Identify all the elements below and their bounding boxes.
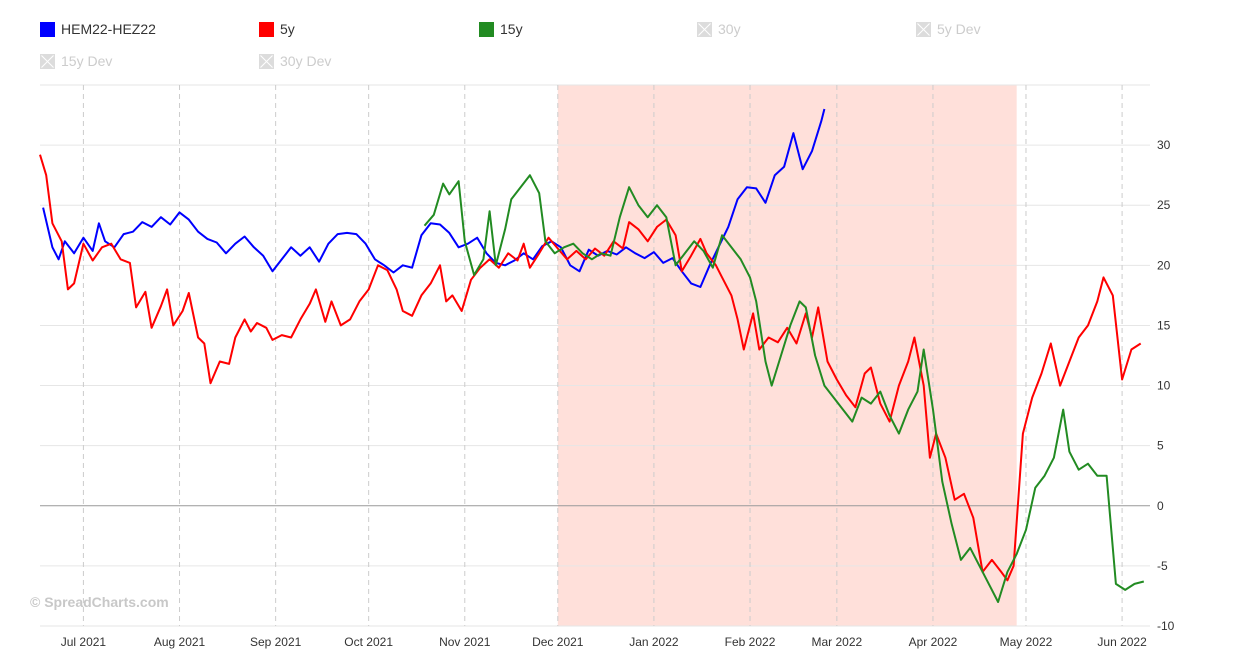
y-tick-label: 20 bbox=[1157, 258, 1171, 272]
y-tick-label: -10 bbox=[1157, 619, 1175, 633]
x-tick-label: Jun 2022 bbox=[1097, 635, 1147, 649]
legend-item-5y-dev[interactable]: 5y Dev bbox=[916, 21, 981, 37]
legend-label: 5y Dev bbox=[937, 21, 981, 37]
watermark: © SpreadCharts.com bbox=[30, 594, 169, 610]
x-tick-label: Mar 2022 bbox=[811, 635, 862, 649]
y-tick-label: 10 bbox=[1157, 379, 1171, 393]
x-tick-label: Oct 2021 bbox=[344, 635, 393, 649]
x-tick-label: Apr 2022 bbox=[909, 635, 958, 649]
legend-item-5y[interactable]: 5y bbox=[259, 21, 295, 37]
series-line-15y bbox=[423, 174, 1145, 603]
legend-swatch-disabled-icon bbox=[697, 21, 712, 37]
x-tick-label: Jan 2022 bbox=[629, 635, 679, 649]
chart-legend: HEM22-HEZ22 5y 15y 30y 5y Dev 15y Dev 30… bbox=[0, 0, 1234, 80]
legend-swatch-disabled-icon bbox=[40, 53, 55, 69]
legend-swatch-disabled-icon bbox=[916, 21, 931, 37]
y-tick-label: 0 bbox=[1157, 499, 1164, 513]
legend-swatch bbox=[40, 21, 55, 37]
legend-item-hem22-hez22[interactable]: HEM22-HEZ22 bbox=[40, 21, 156, 37]
y-tick-label: -5 bbox=[1157, 559, 1168, 573]
legend-item-15y[interactable]: 15y bbox=[479, 21, 523, 37]
x-tick-label: Feb 2022 bbox=[725, 635, 776, 649]
y-tick-label: 30 bbox=[1157, 138, 1171, 152]
x-tick-label: Dec 2021 bbox=[532, 635, 584, 649]
tick-label-layer: 30 25 20 15 10 5 0 -5 -10 Jul 2021 Aug 2021 Sep 202… bbox=[61, 138, 1175, 649]
legend-swatch-disabled-icon bbox=[259, 53, 274, 69]
x-tick-label: May 2022 bbox=[1000, 635, 1053, 649]
series-line-hem22-hez22 bbox=[42, 108, 826, 288]
x-tick-label: Jul 2021 bbox=[61, 635, 107, 649]
legend-label: 5y bbox=[280, 21, 295, 37]
y-tick-label: 25 bbox=[1157, 198, 1171, 212]
legend-swatch bbox=[259, 21, 274, 37]
x-tick-label: Sep 2021 bbox=[250, 635, 302, 649]
legend-label: HEM22-HEZ22 bbox=[61, 21, 156, 37]
shaded-band bbox=[557, 85, 1017, 626]
legend-item-30y[interactable]: 30y bbox=[697, 21, 741, 37]
legend-swatch bbox=[479, 21, 494, 37]
y-tick-label: 15 bbox=[1157, 318, 1171, 332]
series-layer bbox=[39, 108, 1145, 603]
shaded-band-layer bbox=[557, 85, 1017, 626]
legend-label: 30y bbox=[718, 21, 741, 37]
x-tick-label: Aug 2021 bbox=[154, 635, 206, 649]
series-line-5y bbox=[39, 154, 1142, 582]
y-tick-label: 5 bbox=[1157, 439, 1164, 453]
legend-label: 15y bbox=[500, 21, 523, 37]
legend-label: 30y Dev bbox=[280, 53, 332, 69]
grid-layer bbox=[40, 84, 1150, 627]
legend-label: 15y Dev bbox=[61, 53, 113, 69]
x-tick-label: Nov 2021 bbox=[439, 635, 491, 649]
legend-item-15y-dev[interactable]: 15y Dev bbox=[40, 53, 112, 69]
legend-item-30y-dev[interactable]: 30y Dev bbox=[259, 53, 331, 69]
